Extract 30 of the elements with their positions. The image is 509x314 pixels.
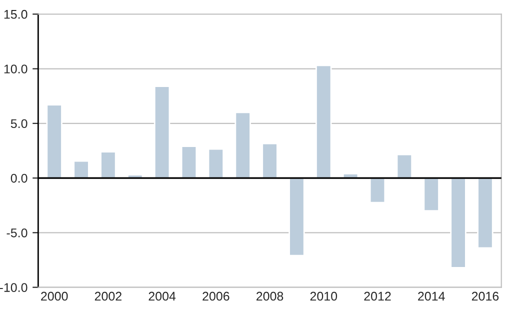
bar [180,146,198,179]
y-tick-label: -5.0 [6,228,28,238]
bar [369,177,386,204]
y-tick-label: 15.0 [4,10,28,19]
x-tick-label: 2010 [310,292,338,301]
x-tick-label: 2014 [418,292,445,301]
x-tick-label: 2000 [41,292,68,301]
x-tick-label: 2008 [256,292,284,301]
y-tick-label: 10.0 [4,64,28,74]
y-tick-label: 0.0 [10,174,28,183]
bar [262,142,278,179]
bar [154,86,170,179]
bar [234,112,251,179]
bar [450,177,466,268]
bar [288,177,305,256]
bar [73,160,90,179]
x-tick-label: 2006 [202,292,230,301]
x-tick-label: 2016 [472,292,499,301]
bar [477,177,494,249]
bar [46,104,62,179]
x-tick-label: 2004 [148,292,176,301]
bar [316,64,332,179]
bar [396,154,413,179]
x-tick-label: 2002 [94,292,122,301]
bar [208,148,224,179]
y-tick-label: -10.0 [0,283,28,292]
bar [423,177,440,212]
y-tick-label: 5.0 [10,119,28,128]
bar [100,151,116,179]
x-tick-label: 2012 [364,292,391,301]
